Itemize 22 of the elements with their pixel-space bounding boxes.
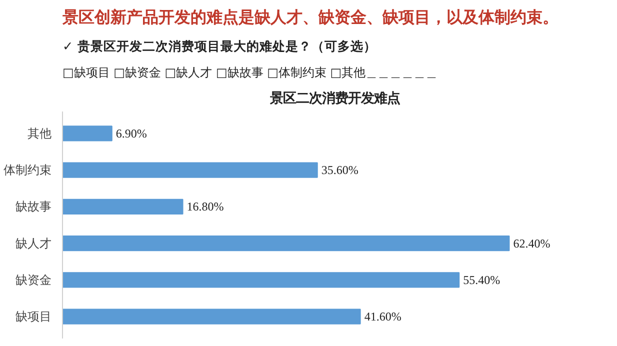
- y-tick-label: 缺项目: [16, 310, 52, 324]
- y-tick-label: 缺人才: [16, 236, 52, 250]
- bar: [62, 162, 318, 178]
- bar: [62, 272, 460, 288]
- data-label: 62.40%: [513, 236, 550, 250]
- chart-title: 景区二次消费开发难点: [269, 90, 400, 106]
- bar: [62, 126, 112, 142]
- data-label: 55.40%: [463, 272, 500, 287]
- y-tick-label: 其他: [28, 126, 52, 140]
- bar: [62, 235, 510, 252]
- y-tick-label: 缺资金: [16, 272, 52, 287]
- y-tick-label: 体制约束: [4, 163, 52, 178]
- data-label: 35.60%: [321, 163, 358, 178]
- data-label: 6.90%: [116, 126, 147, 140]
- bar: [62, 198, 184, 215]
- data-label: 41.60%: [364, 310, 402, 324]
- bar: [62, 308, 361, 324]
- data-label: 16.80%: [186, 200, 224, 214]
- y-tick-label: 缺故事: [16, 200, 52, 214]
- text: ✓ 贵景区开发二次消费项目最大的难处是？（可多选）: [62, 38, 377, 54]
- text: □缺项目 □缺资金 □缺人才 □缺故事 □体制约束 □其他＿＿＿＿＿＿: [62, 66, 438, 80]
- text: 景区创新产品开发的难点是缺人才、缺资金、缺项目，以及体制约束。: [62, 8, 558, 26]
